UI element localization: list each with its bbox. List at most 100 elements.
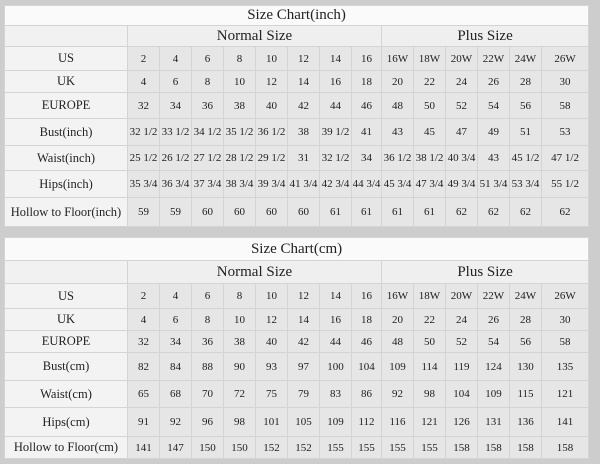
size-value-cell: 130 (509, 352, 542, 381)
size-value-cell: 4 (159, 46, 192, 71)
table-row: Hollow to Floor(inch) 59 59 60 60 60 60 61 61 61 6… (4, 197, 590, 227)
size-value-cell: 16W (381, 283, 414, 309)
size-value-cell: 36 (191, 330, 224, 353)
size-value-cell: 38 3/4 (223, 170, 256, 198)
table-row: Bust(inch) 32 1/2 33 1/2 34 1/2 35 1/2 36 1/2… (4, 118, 590, 146)
size-value-cell: 60 (223, 197, 256, 227)
table-row: Hips(inch) 35 3/4 36 3/4 37 3/4 38 3/4 39 3/4… (4, 170, 590, 198)
table-row: UK 4 6 8 10 12 14 16 18 20 22 24 26 28 30 (4, 70, 590, 93)
size-value-cell: 83 (319, 380, 352, 408)
size-value-cell: 20 (381, 70, 414, 93)
row-label: Hips(cm) (4, 407, 128, 437)
size-value-cell: 109 (477, 380, 510, 408)
size-value-cell: 65 (127, 380, 160, 408)
size-value-cell: 152 (255, 436, 288, 459)
table-row: Bust(cm) 82 84 88 90 93 97 100 104 109 114 119 124 13… (4, 352, 590, 381)
row-label: US (4, 283, 128, 309)
size-value-cell: 158 (477, 436, 510, 459)
table-row: US 2 4 6 8 10 12 14 16 16W 18W 20W 22W 24W 26W (4, 283, 590, 309)
size-value-cell: 48 (381, 330, 414, 353)
size-value-cell: 28 (509, 70, 542, 93)
size-value-cell: 131 (477, 407, 510, 437)
row-label: US (4, 46, 128, 71)
size-value-cell: 12 (287, 283, 320, 309)
size-value-cell: 26 (477, 308, 510, 331)
size-value-cell: 16W (381, 46, 414, 71)
table-row: US 2 4 6 8 10 12 14 16 16W 18W 20W 22W 24W 26W (4, 46, 590, 71)
size-value-cell: 22 (413, 308, 446, 331)
size-value-cell: 84 (159, 352, 192, 381)
group-header-plus: Plus Size (380, 25, 590, 47)
size-value-cell: 18W (413, 46, 446, 71)
size-value-cell: 158 (540, 436, 590, 459)
size-value-cell: 150 (223, 436, 256, 459)
size-value-cell: 50 (413, 92, 446, 119)
size-value-cell: 47 (445, 118, 478, 146)
size-value-cell: 147 (159, 436, 192, 459)
size-value-cell: 12 (255, 308, 288, 331)
size-value-cell: 6 (191, 46, 224, 71)
size-value-cell: 27 1/2 (191, 145, 224, 171)
size-value-cell: 155 (319, 436, 352, 459)
size-table: Size Chart(inch) Normal Size Plus Size US 2 4… (3, 5, 590, 227)
size-value-cell: 34 (351, 145, 382, 171)
size-value-cell: 91 (127, 407, 160, 437)
size-value-cell: 93 (255, 352, 288, 381)
size-value-cell: 61 (319, 197, 352, 227)
size-value-cell: 10 (255, 283, 288, 309)
size-value-cell: 51 3/4 (477, 170, 510, 198)
size-value-cell: 88 (191, 352, 224, 381)
row-label: Waist(cm) (4, 380, 128, 408)
size-value-cell: 46 (351, 330, 382, 353)
size-value-cell: 86 (351, 380, 382, 408)
size-value-cell: 20W (445, 46, 478, 71)
size-chart-cm: Size Chart(cm) Normal Size Plus Size US 2 4 6 8… (3, 237, 590, 459)
size-value-cell: 40 3/4 (445, 145, 478, 171)
size-value-cell: 46 (351, 92, 382, 119)
table-row: Hips(cm) 91 92 96 98 101 105 109 112 116 121 126 131… (4, 407, 590, 437)
size-value-cell: 14 (319, 46, 352, 71)
size-chart-inch: Size Chart(inch) Normal Size Plus Size US 2 4… (3, 5, 590, 227)
size-value-cell: 6 (191, 283, 224, 309)
size-value-cell: 105 (287, 407, 320, 437)
size-value-cell: 16 (351, 46, 382, 71)
size-value-cell: 22W (477, 283, 510, 309)
size-value-cell: 136 (509, 407, 542, 437)
size-value-cell: 32 1/2 (127, 118, 160, 146)
size-value-cell: 33 1/2 (159, 118, 192, 146)
size-value-cell: 24 (445, 308, 478, 331)
size-value-cell: 155 (413, 436, 446, 459)
size-value-cell: 54 (477, 330, 510, 353)
chart-title: Size Chart(cm) (3, 237, 590, 261)
size-value-cell: 115 (509, 380, 542, 408)
size-value-cell: 68 (159, 380, 192, 408)
size-value-cell: 44 (319, 92, 352, 119)
size-value-cell: 42 (287, 92, 320, 119)
size-value-cell: 38 1/2 (413, 145, 446, 171)
size-value-cell: 8 (223, 46, 256, 71)
size-value-cell: 16 (351, 283, 382, 309)
size-value-cell: 34 (159, 92, 192, 119)
size-value-cell: 44 (319, 330, 352, 353)
size-value-cell: 28 1/2 (223, 145, 256, 171)
size-value-cell: 90 (223, 352, 256, 381)
size-value-cell: 38 (223, 330, 256, 353)
row-label: EUROPE (4, 330, 128, 353)
size-value-cell: 109 (381, 352, 414, 381)
size-value-cell: 49 (477, 118, 510, 146)
size-value-cell: 32 (127, 92, 160, 119)
size-value-cell: 45 (413, 118, 446, 146)
row-label: Bust(cm) (4, 352, 128, 381)
size-value-cell: 47 3/4 (413, 170, 446, 198)
row-label: Hollow to Floor(inch) (4, 197, 128, 227)
size-value-cell: 4 (159, 283, 192, 309)
size-value-cell: 114 (413, 352, 446, 381)
size-value-cell: 50 (413, 330, 446, 353)
group-header-normal: Normal Size (127, 25, 382, 47)
size-value-cell: 55 1/2 (540, 170, 590, 198)
size-value-cell: 119 (445, 352, 478, 381)
size-value-cell: 32 1/2 (319, 145, 352, 171)
blank-cell (4, 260, 128, 284)
size-value-cell: 18 (351, 308, 382, 331)
row-label: Hollow to Floor(cm) (4, 436, 128, 459)
